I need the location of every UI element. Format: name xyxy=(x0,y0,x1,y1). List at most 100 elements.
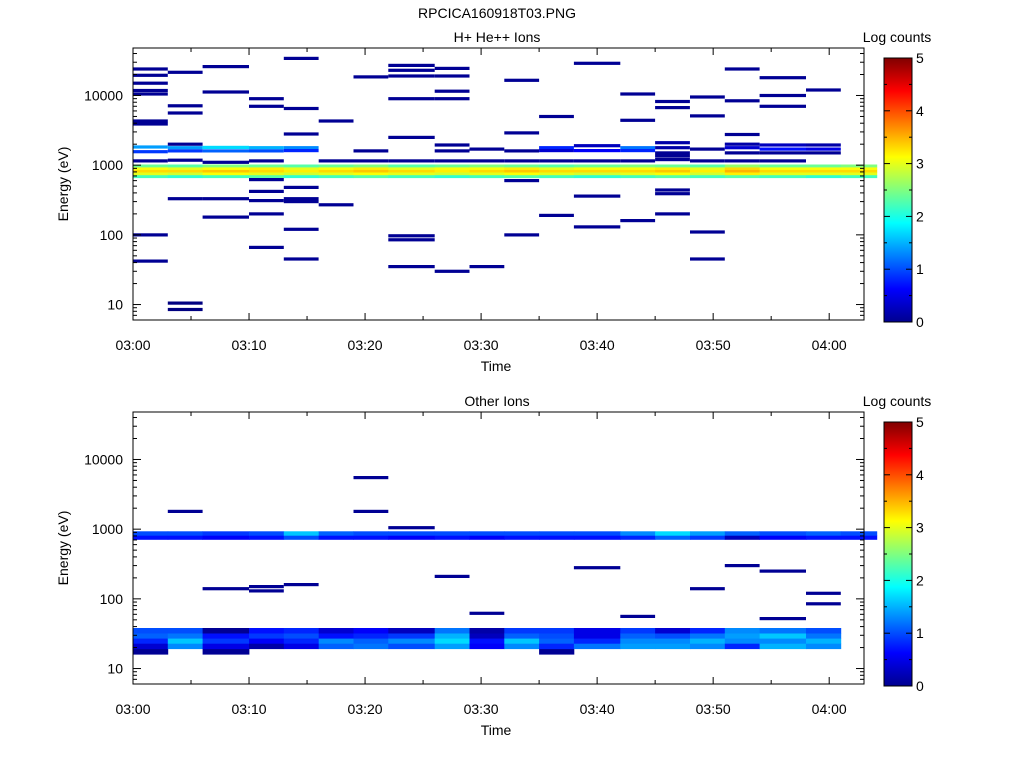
count-mark xyxy=(690,257,725,261)
low-band-cell xyxy=(388,638,436,644)
count-mark xyxy=(283,132,319,136)
axes: 03:00 03:10 03:20 03:30 03:40 03:50 04:00 10 100… xyxy=(84,48,864,353)
low-band-cell xyxy=(133,633,169,639)
count-mark xyxy=(167,307,203,312)
x-axis-label: Time xyxy=(481,722,512,738)
low-band-cell xyxy=(504,643,540,650)
count-mark xyxy=(133,150,168,154)
count-mark xyxy=(434,74,470,78)
band-cell xyxy=(133,169,169,173)
count-mark xyxy=(573,566,621,570)
y-tick-label: 1000 xyxy=(92,157,123,173)
low-band-cell xyxy=(202,648,250,655)
band-cell xyxy=(283,164,319,168)
band-cell xyxy=(388,174,436,179)
low-band-cell xyxy=(539,633,575,639)
low-band-cell xyxy=(388,633,436,639)
count-mark xyxy=(806,591,841,595)
low-band-cell xyxy=(249,638,285,644)
count-mark xyxy=(249,212,284,216)
count-mark xyxy=(620,92,656,96)
band-cell xyxy=(167,164,203,168)
band-cell xyxy=(573,535,621,540)
count-mark xyxy=(504,149,540,153)
band-cell xyxy=(690,164,726,168)
count-mark xyxy=(620,614,656,618)
low-band-cell xyxy=(469,638,505,644)
count-mark xyxy=(504,159,540,163)
low-band-cell xyxy=(434,638,470,644)
low-band-cell xyxy=(504,633,540,639)
band-cell xyxy=(469,172,505,176)
plot-frame xyxy=(132,411,865,685)
low-band-cell xyxy=(759,633,807,639)
low-band-cell xyxy=(655,633,691,639)
count-mark xyxy=(133,145,168,149)
count-mark xyxy=(759,93,806,98)
count-mark xyxy=(573,225,621,229)
count-mark xyxy=(283,106,319,111)
y-axis-label: Energy (eV) xyxy=(55,511,71,586)
band-cell xyxy=(167,531,203,536)
count-mark xyxy=(249,149,284,153)
count-mark xyxy=(167,70,203,74)
band-cell xyxy=(318,169,354,173)
low-band-cell xyxy=(469,628,505,634)
band-cell xyxy=(318,172,354,176)
x-tick-label: 04:00 xyxy=(812,337,847,353)
plot-frame xyxy=(132,47,865,321)
count-mark xyxy=(690,587,725,591)
low-band-cell xyxy=(620,628,656,634)
count-mark xyxy=(202,160,249,164)
low-band-cell xyxy=(434,628,470,634)
count-mark xyxy=(249,146,284,150)
count-mark xyxy=(202,197,249,201)
count-mark xyxy=(655,106,690,110)
band-cell xyxy=(434,167,470,170)
count-mark xyxy=(283,185,319,189)
band-cell xyxy=(353,174,389,179)
y-axis-label: Energy (eV) xyxy=(55,147,71,222)
low-band-cell xyxy=(620,638,656,644)
low-band-cell xyxy=(690,628,726,634)
count-mark xyxy=(283,227,319,231)
count-mark xyxy=(202,587,249,591)
band-cell xyxy=(133,531,169,536)
band-cell xyxy=(539,167,575,170)
count-mark xyxy=(133,81,168,85)
low-band-cell xyxy=(469,643,505,650)
count-mark xyxy=(283,583,319,587)
count-mark xyxy=(249,159,284,163)
count-mark xyxy=(724,146,760,150)
band-cell xyxy=(539,172,575,176)
low-band-cell xyxy=(249,628,285,634)
band-cell xyxy=(469,167,505,170)
band-cell xyxy=(318,535,354,540)
band-cell xyxy=(690,169,726,173)
band-cell xyxy=(133,535,169,540)
count-mark xyxy=(283,197,319,201)
low-band-cell xyxy=(759,643,807,650)
band-cell xyxy=(806,167,842,170)
low-band-cell xyxy=(655,638,691,644)
band-cell xyxy=(840,535,878,540)
low-band-cell xyxy=(504,628,540,634)
band-cell xyxy=(469,535,505,540)
band-cell xyxy=(655,531,691,536)
x-tick-label: 03:20 xyxy=(348,337,383,353)
x-tick-label: 03:40 xyxy=(580,337,615,353)
count-mark xyxy=(655,158,690,162)
count-mark xyxy=(806,602,841,606)
count-mark xyxy=(167,301,203,305)
count-mark xyxy=(655,146,690,150)
band-cell xyxy=(573,531,621,536)
low-band-cell xyxy=(318,628,354,634)
low-band-cell xyxy=(434,633,470,639)
count-mark xyxy=(318,119,354,123)
band-cell xyxy=(133,164,169,168)
low-band-cell xyxy=(353,638,389,644)
count-mark xyxy=(806,147,841,151)
count-mark xyxy=(539,159,574,163)
band-cell xyxy=(469,164,505,168)
band-cell xyxy=(504,535,540,540)
